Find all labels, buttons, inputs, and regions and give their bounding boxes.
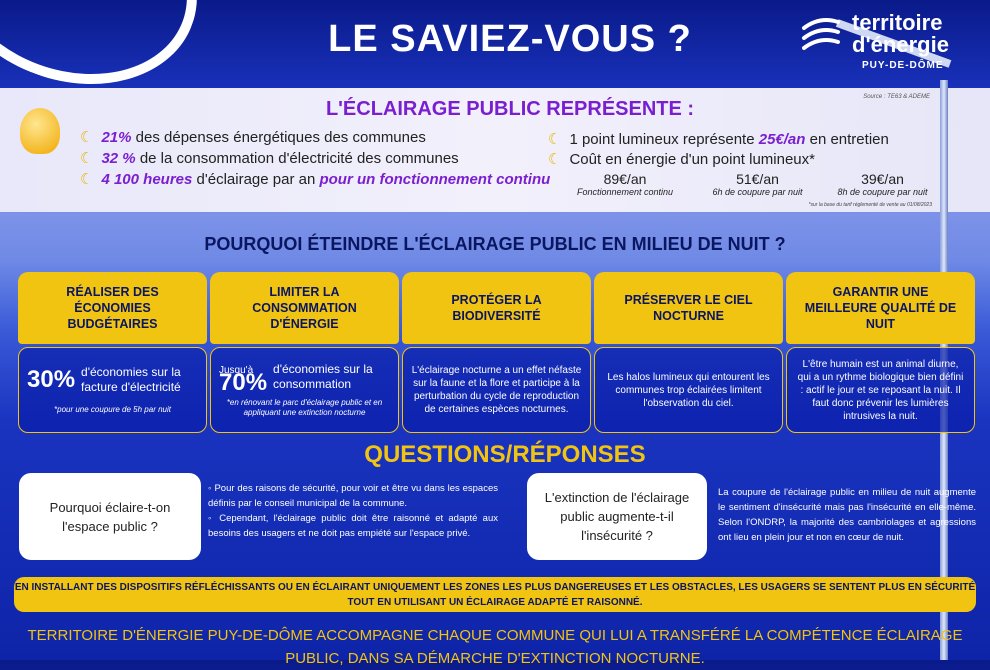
moon-icon: ☾ [80, 150, 94, 167]
moon-icon: ☾ [548, 151, 562, 168]
logo: territoire d'énergie PUY-DE-DÔME [800, 12, 949, 71]
logo-mark-icon [802, 18, 840, 50]
question-1: Pourquoi éclaire-t-on l'espace public ? [19, 473, 201, 560]
panel-heading: L'ÉCLAIRAGE PUBLIC REPRÉSENTE : [325, 98, 695, 120]
answer-2: La coupure de l'éclairage public en mili… [718, 487, 976, 543]
fact-item: ☾ 21% des dépenses énergétiques des commu… [80, 129, 426, 146]
answer-1: ◦ Pour des raisons de sécurité, pour voi… [208, 483, 498, 539]
page-title: LE SAVIEZ-VOUS ? [328, 18, 692, 60]
footnote: *sur la base du tarif réglementé de vent… [808, 202, 932, 208]
reason-energy: LIMITER LA CONSOMMATION D'ÉNERGIE Jusqu'… [210, 272, 399, 433]
fact-item: ☾ 4 100 heures d'éclairage par an pour un… [80, 171, 551, 188]
bottom-message: TERRITOIRE D'ÉNERGIE PUY-DE-DÔME ACCOMPA… [27, 627, 963, 667]
moon-icon: ☾ [548, 131, 562, 148]
cost-item: 39€/an 8h de coupure par nuit [837, 171, 928, 197]
lightbulb-icon [20, 108, 60, 154]
qa-heading: QUESTIONS/RÉPONSES [364, 441, 646, 468]
reason-budget: RÉALISER DES ÉCONOMIES BUDGÉTAIRES 30% d'… [18, 272, 207, 433]
reason-night-sky: PRÉSERVER LE CIEL NOCTURNE Les halos lum… [594, 272, 783, 433]
fact-item: ☾ 32 % de la consommation d'électricité d… [80, 150, 459, 167]
why-heading: POURQUOI ÉTEINDRE L'ÉCLAIRAGE PUBLIC EN … [204, 234, 786, 254]
question-2: L'extinction de l'éclairage public augme… [527, 473, 707, 560]
moon-icon: ☾ [80, 171, 94, 188]
cost-item: 89€/an Fonctionnement continu [576, 171, 674, 197]
cost-item: 51€/an 6h de coupure par nuit [712, 171, 803, 197]
fact-item: ☾ Coût en énergie d'un point lumineux* [548, 151, 815, 168]
source-note: Source : TE63 & ADEME [863, 94, 930, 100]
moon-icon: ☾ [80, 129, 94, 146]
reason-night-quality: GARANTIR UNE MEILLEURE QUALITÉ DE NUIT L… [786, 272, 975, 433]
reason-biodiversity: PROTÉGER LA BIODIVERSITÉ L'éclairage noc… [402, 272, 591, 433]
facts-panel: Source : TE63 & ADEME L'ÉCLAIRAGE PUBLIC… [0, 88, 990, 212]
safety-banner: EN INSTALLANT DES DISPOSITIFS RÉFLÉCHISS… [14, 577, 976, 612]
fact-item: ☾ 1 point lumineux représente 25€/an en e… [548, 131, 889, 148]
